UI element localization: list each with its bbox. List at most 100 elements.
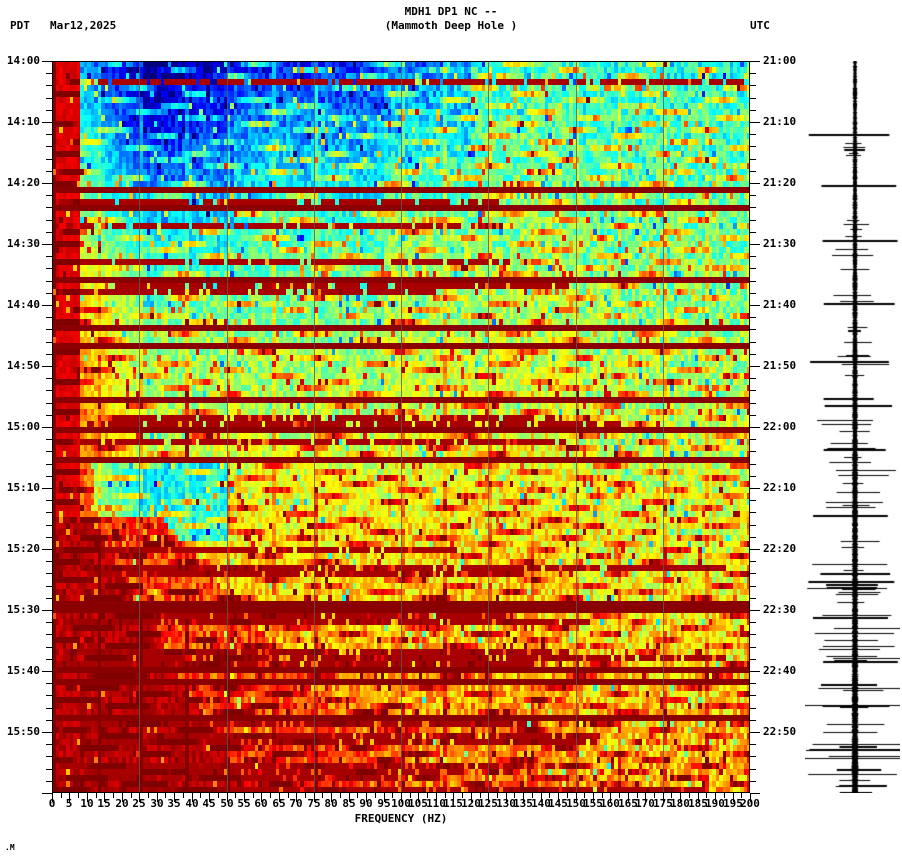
time-tick-minor [750, 342, 756, 343]
time-tick-minor [750, 207, 756, 208]
time-tick-minor [46, 573, 52, 574]
time-tick-major [42, 610, 52, 611]
freq-label: 115 [443, 797, 463, 810]
time-label-pdt: 15:20 [6, 542, 40, 555]
freq-tick-major [436, 793, 437, 802]
freq-tick-minor [427, 793, 428, 798]
time-tick-major [42, 793, 52, 794]
freq-tick-major [401, 793, 402, 802]
time-tick-minor [46, 281, 52, 282]
freq-tick-major [384, 793, 385, 802]
time-tick-minor [46, 354, 52, 355]
time-label-utc: 21:20 [763, 176, 797, 189]
freq-label: 50 [220, 797, 234, 810]
time-tick-minor [46, 561, 52, 562]
time-tick-minor [750, 476, 756, 477]
freq-label: 15 [97, 797, 111, 810]
freq-label: 35 [167, 797, 181, 810]
freq-label: 45 [202, 797, 216, 810]
freq-tick-major [122, 793, 123, 802]
time-tick-minor [46, 378, 52, 379]
time-tick-minor [46, 769, 52, 770]
time-tick-minor [46, 220, 52, 221]
freq-label: 110 [426, 797, 446, 810]
time-label-utc: 22:00 [763, 420, 797, 433]
time-tick-major [750, 671, 760, 672]
freq-tick-major [593, 793, 594, 802]
seismogram-trace-panel[interactable] [805, 61, 900, 793]
freq-tick-minor [410, 793, 411, 798]
time-label-pdt: 15:10 [6, 481, 40, 494]
time-tick-minor [750, 634, 756, 635]
freq-tick-major [349, 793, 350, 802]
freq-tick-minor [340, 793, 341, 798]
freq-label: 135 [513, 797, 533, 810]
seismogram-trace-image [805, 61, 900, 793]
freq-tick-major [680, 793, 681, 802]
time-tick-minor [46, 622, 52, 623]
time-tick-minor [750, 451, 756, 452]
time-tick-minor [46, 525, 52, 526]
time-tick-minor [750, 159, 756, 160]
freq-tick-minor [131, 793, 132, 798]
time-tick-minor [750, 586, 756, 587]
spectrogram-image [52, 61, 750, 793]
time-tick-minor [750, 85, 756, 86]
time-tick-minor [750, 537, 756, 538]
time-label-utc: 21:50 [763, 359, 797, 372]
freq-label: 150 [566, 797, 586, 810]
freq-tick-minor [741, 793, 742, 798]
time-tick-minor [750, 708, 756, 709]
time-tick-minor [750, 512, 756, 513]
time-tick-minor [46, 744, 52, 745]
time-tick-minor [750, 695, 756, 696]
freq-tick-minor [183, 793, 184, 798]
time-tick-major [750, 305, 760, 306]
time-tick-minor [750, 659, 756, 660]
freq-tick-major [418, 793, 419, 802]
freq-tick-major [471, 793, 472, 802]
freq-tick-minor [357, 793, 358, 798]
freq-tick-major [227, 793, 228, 802]
time-tick-minor [46, 415, 52, 416]
time-tick-minor [750, 464, 756, 465]
freq-tick-minor [445, 793, 446, 798]
time-tick-minor [750, 256, 756, 257]
freq-label: 80 [324, 797, 338, 810]
time-tick-minor [46, 683, 52, 684]
freq-label: 155 [583, 797, 603, 810]
freq-tick-major [733, 793, 734, 802]
freq-label: 180 [670, 797, 690, 810]
time-label-pdt: 14:40 [6, 298, 40, 311]
time-tick-major [750, 244, 760, 245]
time-label-pdt: 14:20 [6, 176, 40, 189]
date-label: Mar12,2025 [50, 19, 117, 32]
time-tick-minor [750, 622, 756, 623]
freq-tick-minor [200, 793, 201, 798]
time-label-pdt: 14:50 [6, 359, 40, 372]
freq-tick-minor [637, 793, 638, 798]
time-tick-minor [46, 695, 52, 696]
spectrogram-panel[interactable] [52, 61, 750, 793]
freq-label: 100 [391, 797, 411, 810]
freq-tick-minor [218, 793, 219, 798]
time-tick-minor [46, 537, 52, 538]
freq-tick-major [488, 793, 489, 802]
freq-label: 105 [408, 797, 428, 810]
time-tick-minor [750, 146, 756, 147]
time-tick-minor [750, 268, 756, 269]
time-tick-major [750, 183, 760, 184]
freq-label: 175 [653, 797, 673, 810]
time-label-utc: 22:20 [763, 542, 797, 555]
time-label-pdt: 14:10 [6, 115, 40, 128]
time-tick-minor [46, 720, 52, 721]
page-title: MDH1 DP1 NC -- [404, 5, 498, 18]
freq-label: 165 [618, 797, 638, 810]
freq-tick-minor [253, 793, 254, 798]
time-tick-minor [46, 134, 52, 135]
freq-label: 70 [289, 797, 303, 810]
timezone-label-right: UTC [750, 19, 770, 32]
time-tick-minor [46, 586, 52, 587]
freq-label: 130 [496, 797, 516, 810]
timezone-label-left: PDT [10, 19, 30, 32]
